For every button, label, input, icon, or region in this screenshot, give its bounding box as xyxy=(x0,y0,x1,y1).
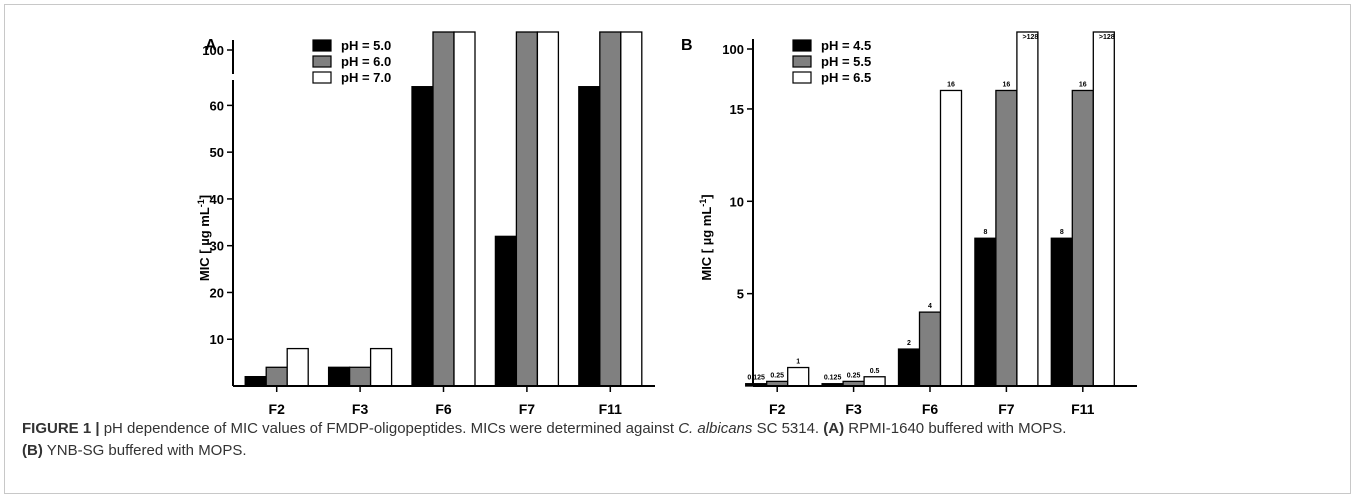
legend-swatch-3 xyxy=(312,71,332,84)
bar-f2-series-3 xyxy=(286,347,309,387)
x-tick-label-f7: F7 xyxy=(519,401,536,417)
x-tick-label-f2: F2 xyxy=(269,401,286,417)
caption-part-a-label: (A) xyxy=(823,420,845,437)
caption-part-b-label: (B) xyxy=(22,442,43,459)
x-tick-label-f6: F6 xyxy=(435,401,452,417)
legend-label-1: pH = 5.0 xyxy=(341,38,391,53)
y-tick-label: 5 xyxy=(737,287,744,302)
bar-f3-series-1 xyxy=(327,366,351,387)
bar-f7-series-3 xyxy=(1016,31,1039,387)
panel-label: A xyxy=(205,37,217,54)
data-label: >128 xyxy=(1023,34,1039,41)
x-tick-label-f7: F7 xyxy=(998,401,1015,417)
data-label: 16 xyxy=(947,81,955,88)
bar-f11-series-2 xyxy=(1071,89,1094,387)
data-label: 4 xyxy=(928,303,932,310)
legend-label-3: pH = 6.5 xyxy=(821,70,871,85)
legend-label-3: pH = 7.0 xyxy=(341,70,391,85)
data-label: 1 xyxy=(796,359,800,366)
y-axis-label: MIC [ µg mL-1] xyxy=(698,194,714,280)
bar-f11-series-1 xyxy=(1050,237,1073,387)
caption-part-b-text: YNB-SG buffered with MOPS. xyxy=(46,442,247,459)
data-label: 0.25 xyxy=(847,372,861,379)
data-label: 16 xyxy=(1003,81,1011,88)
bar-f6-series-1 xyxy=(411,86,434,387)
legend-swatch-1 xyxy=(792,39,812,52)
y-tick-label: 100 xyxy=(722,42,744,57)
bar-f11-series-3 xyxy=(620,31,643,387)
y-tick-label: 30 xyxy=(210,239,224,254)
y-tick-label: 100 xyxy=(202,43,224,58)
x-tick-label-f3: F3 xyxy=(845,401,862,417)
y-tick-label: 15 xyxy=(730,102,744,117)
bar-f7-series-1 xyxy=(974,237,997,387)
bar-f11-series-1 xyxy=(578,86,601,387)
y-tick-label: 10 xyxy=(730,194,744,209)
bar-f11-series-2 xyxy=(599,31,622,387)
bar-f3-series-2 xyxy=(348,366,372,387)
y-tick-label: 40 xyxy=(210,192,224,207)
bar-f6-series-2 xyxy=(432,31,455,387)
bar-f6-series-1 xyxy=(897,348,921,387)
y-tick-label: 10 xyxy=(210,332,224,347)
x-tick-label-f6: F6 xyxy=(922,401,939,417)
legend-label-2: pH = 6.0 xyxy=(341,54,391,69)
y-axis-label: MIC [ µg mL-1] xyxy=(196,195,212,281)
bar-f11-series-3 xyxy=(1092,31,1115,387)
bar-f6-series-2 xyxy=(918,311,942,387)
data-label: 0.125 xyxy=(747,375,765,382)
bar-f7-series-3 xyxy=(536,31,560,387)
data-label: 16 xyxy=(1079,81,1087,88)
bar-f7-series-1 xyxy=(494,235,518,387)
caption-part-a-text: RPMI-1640 buffered with MOPS. xyxy=(848,420,1067,437)
panel-label: B xyxy=(681,37,693,54)
x-tick-label-f3: F3 xyxy=(352,401,369,417)
y-tick-label: 20 xyxy=(210,285,224,300)
chart-panel-b: 0.125 0.25 1 F2 0.125 0.25 0.5 F3 2 4 16 F6 8 16 >128 F… xyxy=(681,31,1137,417)
bar-f7-series-2 xyxy=(515,31,539,387)
data-label: 8 xyxy=(1060,229,1064,236)
legend-swatch-2 xyxy=(312,55,332,68)
x-tick-label-f11: F11 xyxy=(599,401,623,417)
data-label: 2 xyxy=(907,340,911,347)
data-label: >128 xyxy=(1099,34,1115,41)
bar-f3-series-3 xyxy=(863,376,886,387)
caption-text-after: SC 5314. xyxy=(756,420,820,437)
figure-frame xyxy=(4,4,1351,494)
figure-caption: FIGURE 1 | pH dependence of MIC values o… xyxy=(22,418,1332,462)
bar-f2-series-2 xyxy=(265,366,288,387)
x-tick-label-f11: F11 xyxy=(1071,401,1095,417)
caption-text-before: pH dependence of MIC values of FMDP-olig… xyxy=(103,420,675,437)
legend-swatch-3 xyxy=(792,71,812,84)
bar-f6-series-3 xyxy=(453,31,476,387)
bar-f2-series-3 xyxy=(787,366,810,387)
data-label: 0.5 xyxy=(870,368,880,375)
bar-f7-series-2 xyxy=(995,89,1018,387)
data-label: 0.125 xyxy=(824,375,842,382)
legend-label-1: pH = 4.5 xyxy=(821,38,871,53)
caption-label: FIGURE 1 | xyxy=(22,420,100,437)
bar-f2-series-1 xyxy=(244,375,267,387)
legend-swatch-1 xyxy=(312,39,332,52)
caption-species: C. albicans xyxy=(678,420,753,437)
y-tick-label: 60 xyxy=(210,98,224,113)
legend-label-2: pH = 5.5 xyxy=(821,54,871,69)
data-label: 0.25 xyxy=(770,372,784,379)
bar-f6-series-3 xyxy=(939,89,963,387)
x-tick-label-f2: F2 xyxy=(769,401,786,417)
bar-f3-series-3 xyxy=(369,347,393,387)
y-tick-label: 50 xyxy=(210,145,224,160)
data-label: 8 xyxy=(983,229,987,236)
legend-swatch-2 xyxy=(792,55,812,68)
